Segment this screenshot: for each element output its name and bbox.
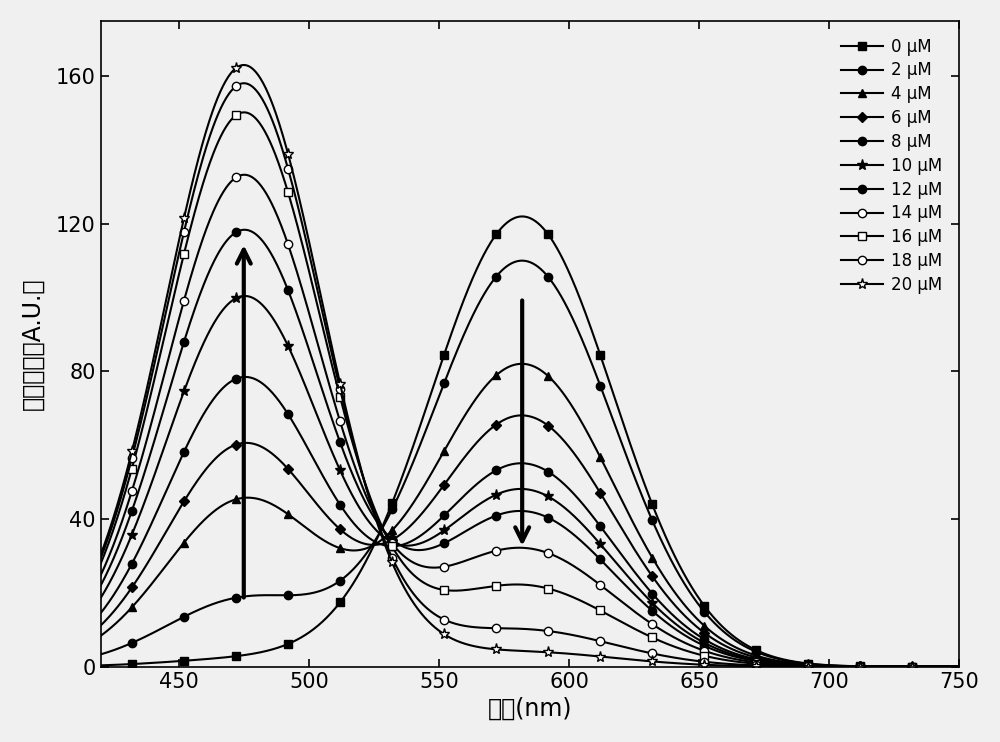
Legend: 0 μM, 2 μM, 4 μM, 6 μM, 8 μM, 10 μM, 12 μM, 14 μM, 16 μM, 18 μM, 20 μM: 0 μM, 2 μM, 4 μM, 6 μM, 8 μM, 10 μM, 12 …: [833, 29, 951, 302]
X-axis label: 波长(nm): 波长(nm): [488, 697, 572, 721]
Y-axis label: 相对强度（A.U.）: 相对强度（A.U.）: [21, 278, 45, 410]
